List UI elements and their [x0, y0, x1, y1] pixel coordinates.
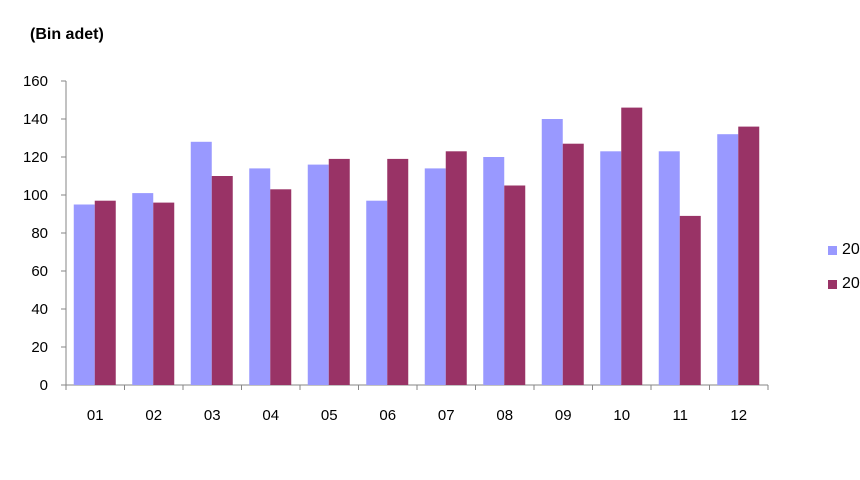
- bar-series-2-12: [738, 126, 760, 385]
- bar-series-1-01: [73, 204, 95, 385]
- bar-series-1-11: [658, 151, 680, 385]
- x-tick-label: 11: [672, 407, 688, 424]
- bar-series-2-09: [562, 143, 584, 385]
- x-tick-label: 06: [379, 407, 396, 424]
- y-tick-label: 40: [31, 301, 48, 318]
- bar-series-1-07: [424, 168, 446, 385]
- x-tick-label: 07: [438, 407, 455, 424]
- y-tick-label: 80: [31, 225, 48, 242]
- bar-series-2-10: [621, 107, 643, 385]
- bar-series-1-12: [717, 134, 739, 385]
- bar-series-2-02: [153, 202, 175, 385]
- bar-series-2-01: [94, 200, 116, 385]
- legend: 20 20: [828, 233, 860, 301]
- unit-label: (Bin adet): [30, 26, 104, 43]
- legend-item-series-2: 20: [828, 267, 860, 301]
- x-tick-label: 12: [730, 407, 747, 424]
- bar-series-2-04: [270, 189, 292, 385]
- bar-series-1-02: [132, 193, 154, 385]
- legend-swatch-series-1: [828, 245, 837, 255]
- bar-series-1-03: [190, 141, 212, 385]
- y-tick-label: 160: [23, 73, 48, 90]
- bar-series-2-11: [679, 215, 701, 385]
- x-tick-label: 02: [145, 407, 162, 424]
- legend-swatch-series-2: [828, 279, 837, 289]
- bar-series-1-09: [541, 119, 563, 385]
- x-tick-label: 01: [87, 407, 104, 424]
- bar-series-2-07: [445, 151, 467, 385]
- legend-label-series-2: 20: [842, 275, 860, 292]
- legend-label-series-1: 20: [842, 241, 860, 258]
- legend-item-series-1: 20: [828, 233, 860, 267]
- y-tick-label: 140: [23, 111, 48, 128]
- x-tick-label: 10: [613, 407, 630, 424]
- x-tick-label: 09: [555, 407, 572, 424]
- y-tick-label: 120: [23, 149, 48, 166]
- bar-series-2-05: [328, 158, 350, 385]
- x-tick-label: 05: [321, 407, 338, 424]
- x-tick-label: 08: [496, 407, 513, 424]
- y-tick-label: 100: [23, 187, 48, 204]
- x-tick-label: 03: [204, 407, 221, 424]
- bar-series-1-06: [366, 200, 388, 385]
- y-tick-label: 60: [31, 263, 48, 280]
- bar-series-2-03: [211, 176, 233, 385]
- y-tick-label: 0: [40, 377, 48, 394]
- x-tick-label: 04: [262, 407, 279, 424]
- bar-series-1-10: [600, 151, 622, 385]
- bar-series-1-05: [307, 164, 329, 385]
- bar-series-1-08: [483, 157, 505, 385]
- bar-series-2-06: [387, 158, 409, 385]
- y-tick-label: 20: [31, 339, 48, 356]
- bar-series-2-08: [504, 185, 526, 385]
- bar-series-1-04: [249, 168, 271, 385]
